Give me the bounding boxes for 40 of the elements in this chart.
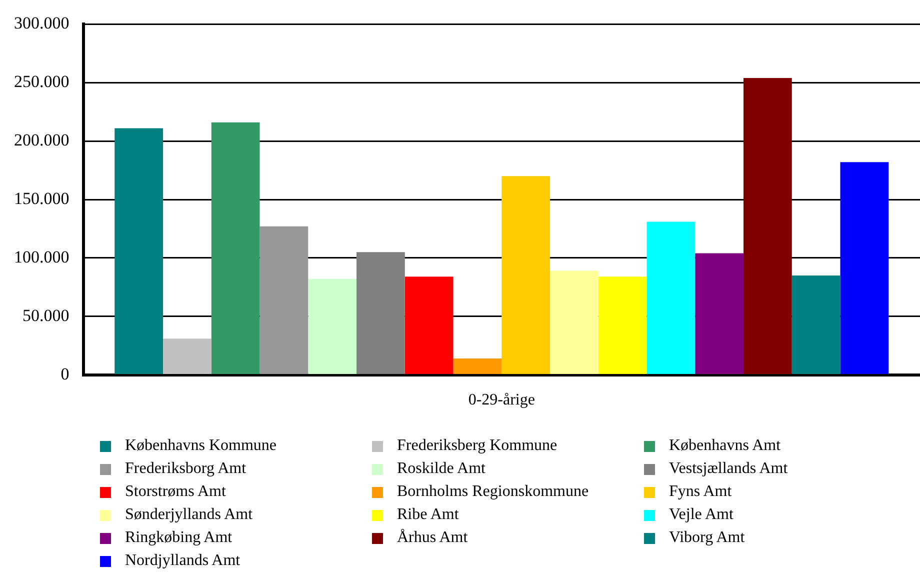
legend-label: Vejle Amt	[669, 506, 734, 524]
bar	[744, 78, 792, 374]
bar	[598, 276, 647, 374]
y-tick-label: 50.000	[22, 306, 70, 325]
legend-label: Københavns Amt	[669, 437, 781, 455]
bar	[260, 226, 308, 374]
legend-label: Århus Amt	[397, 529, 468, 547]
bar	[404, 276, 454, 374]
bar	[840, 162, 889, 374]
x-tick-label: 0-29-årige	[468, 392, 535, 409]
legend-label: Ringkøbing Amt	[125, 529, 232, 547]
legend-label: Fyns Amt	[669, 483, 732, 501]
bar	[695, 253, 744, 374]
legend-label: Bornholms Regionskommune	[397, 483, 589, 501]
y-tick-label: 200.000	[14, 130, 70, 150]
bar	[163, 338, 212, 374]
legend-label: Nordjyllands Amt	[125, 552, 240, 570]
bar	[792, 275, 840, 374]
legend-label: Viborg Amt	[669, 529, 745, 547]
bar	[114, 128, 164, 374]
legend-label: Sønderjyllands Amt	[125, 506, 253, 524]
y-tick-label: 100.000	[14, 247, 70, 266]
y-tick-label: 250.000	[14, 72, 70, 92]
legend-label: Roskilde Amt	[397, 460, 486, 478]
legend-label: Vestsjællands Amt	[669, 460, 788, 478]
y-tick-label: 300.000	[14, 14, 70, 33]
bar	[550, 270, 598, 374]
bar	[308, 278, 356, 374]
legend-label: Frederiksberg Kommune	[397, 437, 558, 455]
bar	[646, 222, 696, 374]
bar	[502, 176, 550, 374]
legend-label: Ribe Amt	[397, 506, 459, 524]
y-tick-label: 0	[60, 364, 70, 384]
legend-label: Københavns Kommune	[125, 437, 277, 455]
bar	[453, 358, 502, 374]
bar	[211, 122, 260, 374]
y-tick-label: 150.000	[14, 188, 70, 208]
bar	[356, 252, 405, 374]
legend-label: Frederiksborg Amt	[125, 460, 246, 478]
legend-label: Storstrøms Amt	[125, 483, 226, 501]
